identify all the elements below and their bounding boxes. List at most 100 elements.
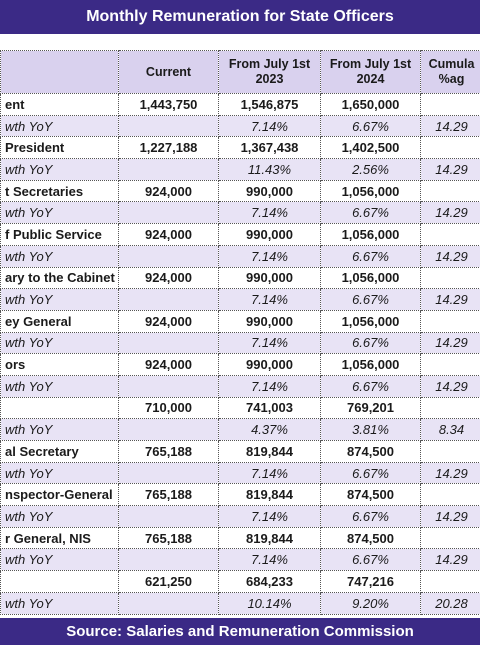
table-cell: 924,000 <box>118 223 219 246</box>
table-cell: nspector-General <box>0 483 119 507</box>
table-cell: 621,250 <box>118 570 219 593</box>
table-cell <box>118 201 219 225</box>
table-cell: 990,000 <box>218 179 321 203</box>
table-cell: 6.67% <box>320 331 421 355</box>
table-cell <box>420 266 480 290</box>
table-cell: 765,188 <box>118 483 219 507</box>
column-header <box>0 50 119 94</box>
table-row: wth YoY 7.14% 6.67% 14.29 <box>0 201 480 225</box>
table-cell: 14.29 <box>420 331 480 355</box>
table-row: t Secretaries 924,000 990,000 1,056,000 <box>0 179 480 203</box>
table-cell: 990,000 <box>218 266 321 290</box>
table-row: wth YoY 7.14% 6.67% 14.29 <box>0 505 480 528</box>
table-cell: 14.29 <box>420 158 480 181</box>
table-row: ey General 924,000 990,000 1,056,000 <box>0 309 480 333</box>
table-cell: 819,844 <box>218 440 321 463</box>
table-cell: wth YoY <box>0 418 119 441</box>
table-cell: 765,188 <box>118 440 219 463</box>
table-cell: 990,000 <box>218 223 321 246</box>
table-cell: wth YoY <box>0 331 119 355</box>
table-cell: 10.14% <box>218 591 321 615</box>
table-cell: 4.37% <box>218 418 321 441</box>
table-cell <box>420 223 480 246</box>
table-cell: 1,650,000 <box>320 93 421 116</box>
table-cell: 3.81% <box>320 418 421 441</box>
table-cell: 769,201 <box>320 396 421 420</box>
table-row: f Public Service 924,000 990,000 1,056,000 <box>0 223 480 246</box>
table-cell: wth YoY <box>0 505 119 528</box>
table-cell: ors <box>0 353 119 376</box>
table-cell <box>118 548 219 572</box>
table-body: ent 1,443,750 1,546,875 1,650,000 wth YoY 7.1… <box>0 93 480 615</box>
table-cell <box>118 244 219 268</box>
table-cell: 7.14% <box>218 201 321 225</box>
table-row: wth YoY 11.43% 2.56% 14.29 <box>0 158 480 181</box>
table-cell: 990,000 <box>218 309 321 333</box>
table-cell: 11.43% <box>218 158 321 181</box>
table-cell: 747,216 <box>320 570 421 593</box>
table-cell: 14.29 <box>420 505 480 528</box>
table-cell: 710,000 <box>118 396 219 420</box>
table-cell: ary to the Cabinet <box>0 266 119 290</box>
table-row: wth YoY 10.14% 9.20% 20.28 <box>0 591 480 615</box>
table-cell: wth YoY <box>0 114 119 138</box>
table-cell: 7.14% <box>218 505 321 528</box>
table-cell: wth YoY <box>0 461 119 485</box>
table-cell <box>420 309 480 333</box>
table-cell <box>420 136 480 160</box>
table-cell: 7.14% <box>218 114 321 138</box>
table-row: 621,250 684,233 747,216 <box>0 570 480 593</box>
table-cell <box>118 505 219 528</box>
column-header: From July 1st 2023 <box>218 50 321 94</box>
table-cell: 14.29 <box>420 114 480 138</box>
table-row: wth YoY 7.14% 6.67% 14.29 <box>0 244 480 268</box>
column-header: From July 1st 2024 <box>320 50 421 94</box>
table-cell <box>118 591 219 615</box>
table-cell: 6.67% <box>320 114 421 138</box>
table-cell: 684,233 <box>218 570 321 593</box>
table-cell: 6.67% <box>320 461 421 485</box>
table-cell: 1,056,000 <box>320 223 421 246</box>
table-cell: ent <box>0 93 119 116</box>
table-cell: 741,003 <box>218 396 321 420</box>
table-cell: wth YoY <box>0 288 119 311</box>
table-cell: al Secretary <box>0 440 119 463</box>
table-cell: 1,056,000 <box>320 266 421 290</box>
table-cell: 14.29 <box>420 288 480 311</box>
table-cell: 6.67% <box>320 505 421 528</box>
column-header: Current <box>118 50 219 94</box>
table-row: al Secretary 765,188 819,844 874,500 <box>0 440 480 463</box>
table-cell: wth YoY <box>0 201 119 225</box>
table-cell: wth YoY <box>0 244 119 268</box>
table-cell: 1,367,438 <box>218 136 321 160</box>
column-header: Cumula %ag <box>420 50 480 94</box>
table-cell: 874,500 <box>320 440 421 463</box>
table-row: wth YoY 7.14% 6.67% 14.29 <box>0 331 480 355</box>
table-cell: 1,546,875 <box>218 93 321 116</box>
table-cell: 924,000 <box>118 179 219 203</box>
table-cell: 14.29 <box>420 244 480 268</box>
table-row: wth YoY 7.14% 6.67% 14.29 <box>0 548 480 572</box>
table-cell <box>118 418 219 441</box>
table-cell: 7.14% <box>218 548 321 572</box>
table-cell: wth YoY <box>0 591 119 615</box>
table-cell: 6.67% <box>320 374 421 398</box>
table-cell <box>420 353 480 376</box>
table-cell: 1,227,188 <box>118 136 219 160</box>
table-row: wth YoY 7.14% 6.67% 14.29 <box>0 374 480 398</box>
table-cell: 924,000 <box>118 353 219 376</box>
table-cell <box>118 114 219 138</box>
table-cell: 6.67% <box>320 244 421 268</box>
table-cell: 1,443,750 <box>118 93 219 116</box>
table-cell <box>118 331 219 355</box>
table-cell: 14.29 <box>420 201 480 225</box>
table-cell: 874,500 <box>320 526 421 550</box>
table-row: President 1,227,188 1,367,438 1,402,500 <box>0 136 480 160</box>
table-cell <box>420 570 480 593</box>
remuneration-table: Current From July 1st 2023 From July 1st 2… <box>0 50 480 615</box>
table-row: wth YoY 7.14% 6.67% 14.29 <box>0 114 480 138</box>
table-cell <box>0 570 119 593</box>
table-cell: t Secretaries <box>0 179 119 203</box>
table-cell: 2.56% <box>320 158 421 181</box>
